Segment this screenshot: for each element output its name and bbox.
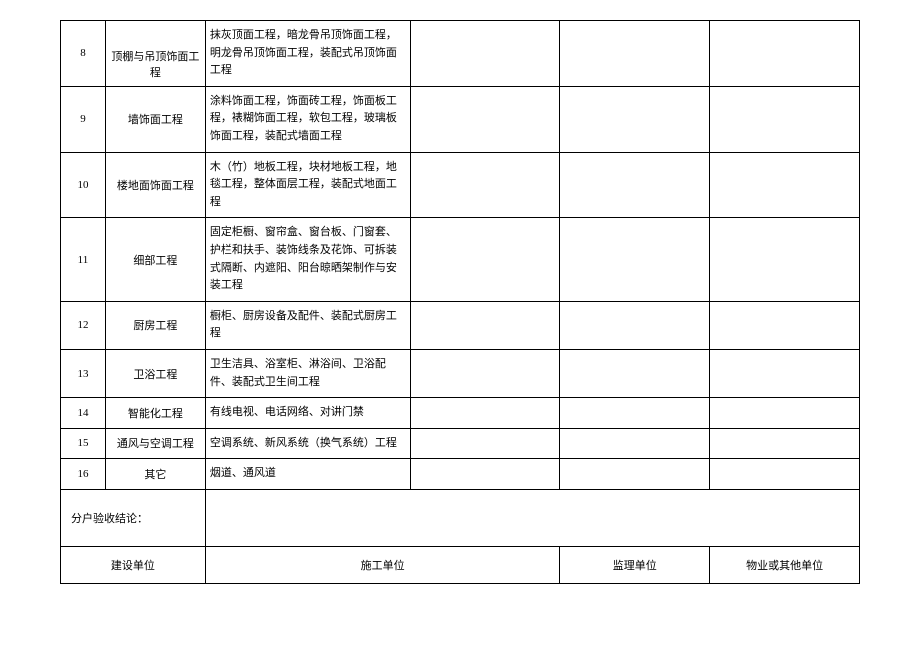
- empty-cell: [710, 301, 860, 349]
- row-desc: 橱柜、厨房设备及配件、装配式厨房工程: [205, 301, 410, 349]
- row-desc: 涂料饰面工程，饰面砖工程，饰面板工程，裱糊饰面工程，软包工程，玻璃板饰面工程，装…: [205, 86, 410, 152]
- empty-cell: [710, 86, 860, 152]
- empty-cell: [560, 398, 710, 429]
- empty-cell: [410, 218, 560, 301]
- empty-cell: [410, 459, 560, 490]
- empty-cell: [710, 152, 860, 218]
- empty-cell: [710, 398, 860, 429]
- conclusion-row: 分户验收结论：: [61, 489, 860, 546]
- empty-cell: [410, 152, 560, 218]
- empty-cell: [710, 428, 860, 459]
- table-row: 16 其它 烟道、通风道: [61, 459, 860, 490]
- empty-cell: [560, 218, 710, 301]
- empty-cell: [410, 21, 560, 87]
- footer-supervision-unit: 监理单位: [560, 546, 710, 583]
- row-desc: 空调系统、新风系统（换气系统）工程: [205, 428, 410, 459]
- row-number: 14: [61, 398, 106, 429]
- empty-cell: [560, 152, 710, 218]
- footer-builder-unit: 施工单位: [205, 546, 560, 583]
- row-name: 厨房工程: [105, 301, 205, 349]
- table-row: 8 顶棚与吊顶饰面工程 抹灰顶面工程，暗龙骨吊顶饰面工程，明龙骨吊顶饰面工程，装…: [61, 21, 860, 87]
- row-number: 8: [61, 21, 106, 87]
- empty-cell: [560, 86, 710, 152]
- row-number: 15: [61, 428, 106, 459]
- table-row: 13 卫浴工程 卫生洁具、浴室柜、淋浴间、卫浴配件、装配式卫生间工程: [61, 349, 860, 397]
- table-row: 15 通风与空调工程 空调系统、新风系统（换气系统）工程: [61, 428, 860, 459]
- empty-cell: [560, 349, 710, 397]
- row-desc: 抹灰顶面工程，暗龙骨吊顶饰面工程，明龙骨吊顶饰面工程，装配式吊顶饰面工程: [205, 21, 410, 87]
- empty-cell: [710, 218, 860, 301]
- empty-cell: [710, 21, 860, 87]
- footer-property-unit: 物业或其他单位: [710, 546, 860, 583]
- empty-cell: [410, 398, 560, 429]
- empty-cell: [710, 349, 860, 397]
- empty-cell: [560, 301, 710, 349]
- table-row: 11 细部工程 固定柜橱、窗帘盒、窗台板、门窗套、护栏和扶手、装饰线条及花饰、可…: [61, 218, 860, 301]
- row-name: 通风与空调工程: [105, 428, 205, 459]
- row-number: 10: [61, 152, 106, 218]
- table-row: 10 楼地面饰面工程 木（竹）地板工程，块材地板工程，地毯工程，整体面层工程，装…: [61, 152, 860, 218]
- row-name: 卫浴工程: [105, 349, 205, 397]
- footer-row: 建设单位 施工单位 监理单位 物业或其他单位: [61, 546, 860, 583]
- conclusion-label: 分户验收结论：: [61, 489, 206, 546]
- row-name: 楼地面饰面工程: [105, 152, 205, 218]
- row-name: 墙饰面工程: [105, 86, 205, 152]
- row-number: 11: [61, 218, 106, 301]
- table-wrapper: 8 顶棚与吊顶饰面工程 抹灰顶面工程，暗龙骨吊顶饰面工程，明龙骨吊顶饰面工程，装…: [60, 20, 860, 584]
- empty-cell: [560, 428, 710, 459]
- row-desc: 固定柜橱、窗帘盒、窗台板、门窗套、护栏和扶手、装饰线条及花饰、可拆装式隔断、内遮…: [205, 218, 410, 301]
- table-row: 14 智能化工程 有线电视、电话网络、对讲门禁: [61, 398, 860, 429]
- row-name: 智能化工程: [105, 398, 205, 429]
- row-name: 细部工程: [105, 218, 205, 301]
- table-row: 9 墙饰面工程 涂料饰面工程，饰面砖工程，饰面板工程，裱糊饰面工程，软包工程，玻…: [61, 86, 860, 152]
- table-row: 12 厨房工程 橱柜、厨房设备及配件、装配式厨房工程: [61, 301, 860, 349]
- conclusion-value: [205, 489, 859, 546]
- row-number: 16: [61, 459, 106, 490]
- row-desc: 卫生洁具、浴室柜、淋浴间、卫浴配件、装配式卫生间工程: [205, 349, 410, 397]
- row-number: 9: [61, 86, 106, 152]
- empty-cell: [560, 21, 710, 87]
- row-number: 12: [61, 301, 106, 349]
- construction-table: 8 顶棚与吊顶饰面工程 抹灰顶面工程，暗龙骨吊顶饰面工程，明龙骨吊顶饰面工程，装…: [60, 20, 860, 584]
- row-number: 13: [61, 349, 106, 397]
- row-desc: 木（竹）地板工程，块材地板工程，地毯工程，整体面层工程，装配式地面工程: [205, 152, 410, 218]
- empty-cell: [410, 86, 560, 152]
- row-name: 其它: [105, 459, 205, 490]
- empty-cell: [410, 428, 560, 459]
- row-desc: 烟道、通风道: [205, 459, 410, 490]
- footer-construction-unit: 建设单位: [61, 546, 206, 583]
- empty-cell: [560, 459, 710, 490]
- row-name: 顶棚与吊顶饰面工程: [105, 21, 205, 87]
- row-desc: 有线电视、电话网络、对讲门禁: [205, 398, 410, 429]
- empty-cell: [410, 301, 560, 349]
- empty-cell: [410, 349, 560, 397]
- empty-cell: [710, 459, 860, 490]
